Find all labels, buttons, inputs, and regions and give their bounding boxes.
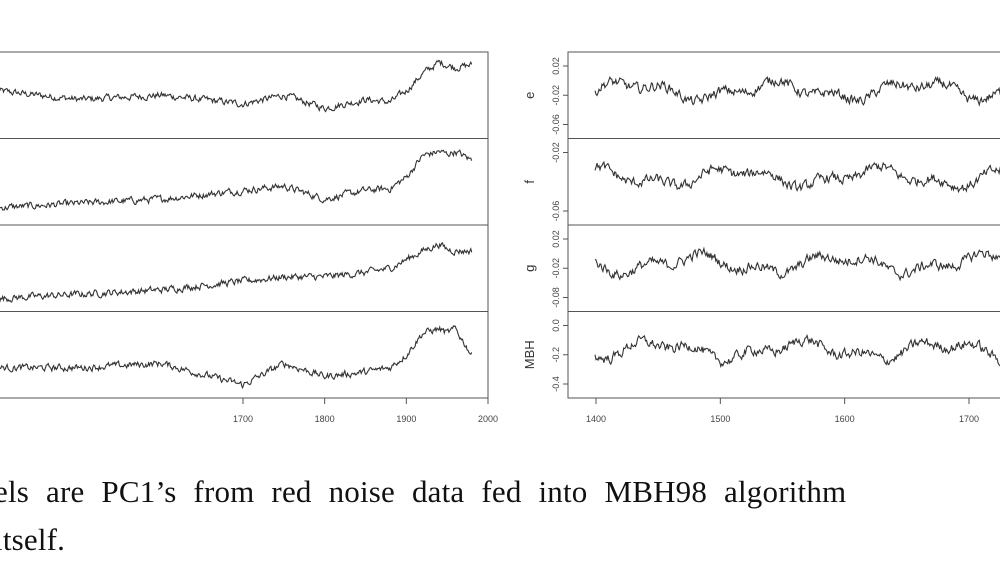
right-chart: 0.02 -0.02 -0.06 e -0.02 -0.06 f 0.02 -0.02 -0.08… <box>522 51 1000 424</box>
right-panel-g-y-tick-label-1: -0.02 <box>551 258 561 279</box>
right-x-tick-label-1400: 1400 <box>586 414 606 424</box>
right-panel-f-series-line <box>594 160 1000 194</box>
right-panel-g-series-line <box>594 246 1000 282</box>
caption-line-1: els are PC1’s from red noise data fed in… <box>0 474 847 509</box>
right-panel-MBH-series-line <box>594 333 1000 368</box>
right-panel-e-y-tick-label-2: -0.06 <box>551 114 561 135</box>
right-panel-f-y-tick-label-0: -0.02 <box>551 142 561 163</box>
right-panel-e-ylabel: e <box>522 92 537 99</box>
right-panel-g-y-tick-label-2: -0.08 <box>551 287 561 308</box>
right-panel-f-ylabel: f <box>522 180 537 184</box>
figure: 1700 1800 1900 2000 0.02 -0.02 -0.06 e -0.02 -0.… <box>0 51 1000 424</box>
right-panel-e-series-line <box>594 75 1000 107</box>
left-panel-a-series-line <box>0 59 473 113</box>
right-panel-e-y-tick-label-0: 0.02 <box>551 57 561 75</box>
right-panel-MBH-y-tick-label-0: 0.0 <box>551 319 561 332</box>
right-panel-f-y-tick-label-1: -0.06 <box>551 201 561 222</box>
right-x-tick-label-1600: 1600 <box>835 414 855 424</box>
left-x-tick-label-2000: 2000 <box>478 414 498 424</box>
right-panel-e-frame <box>567 51 1000 139</box>
left-panel-c-frame <box>0 224 489 312</box>
left-x-tick-label-1800: 1800 <box>315 414 335 424</box>
right-panel-MBH-y-tick-label-1: -0.2 <box>551 347 561 363</box>
right-panel-g-y-tick-label-0: 0.02 <box>551 230 561 248</box>
right-panel-g-frame <box>567 224 1000 312</box>
left-panel-b-frame <box>0 138 489 226</box>
right-x-tick-label-1700: 1700 <box>959 414 979 424</box>
left-panel-d-series-line <box>0 325 473 390</box>
right-panel-MBH-frame <box>567 311 1000 399</box>
left-x-tick-label-1700: 1700 <box>233 414 253 424</box>
right-panel-MBH-ylabel: MBH <box>522 340 537 369</box>
right-panel-g-ylabel: g <box>522 265 537 272</box>
right-panel-e-y-tick-label-1: -0.02 <box>551 85 561 106</box>
right-x-tick-label-1500: 1500 <box>710 414 730 424</box>
left-panel-c-series-line <box>0 242 473 303</box>
right-panel-MBH-y-tick-label-2: -0.4 <box>551 376 561 392</box>
left-chart: 1700 1800 1900 2000 <box>0 51 498 424</box>
left-x-tick-label-1900: 1900 <box>396 414 416 424</box>
left-panel-b-series-line <box>0 149 473 211</box>
left-panel-a-frame <box>0 51 489 139</box>
caption-line-2: itself. <box>0 522 66 557</box>
